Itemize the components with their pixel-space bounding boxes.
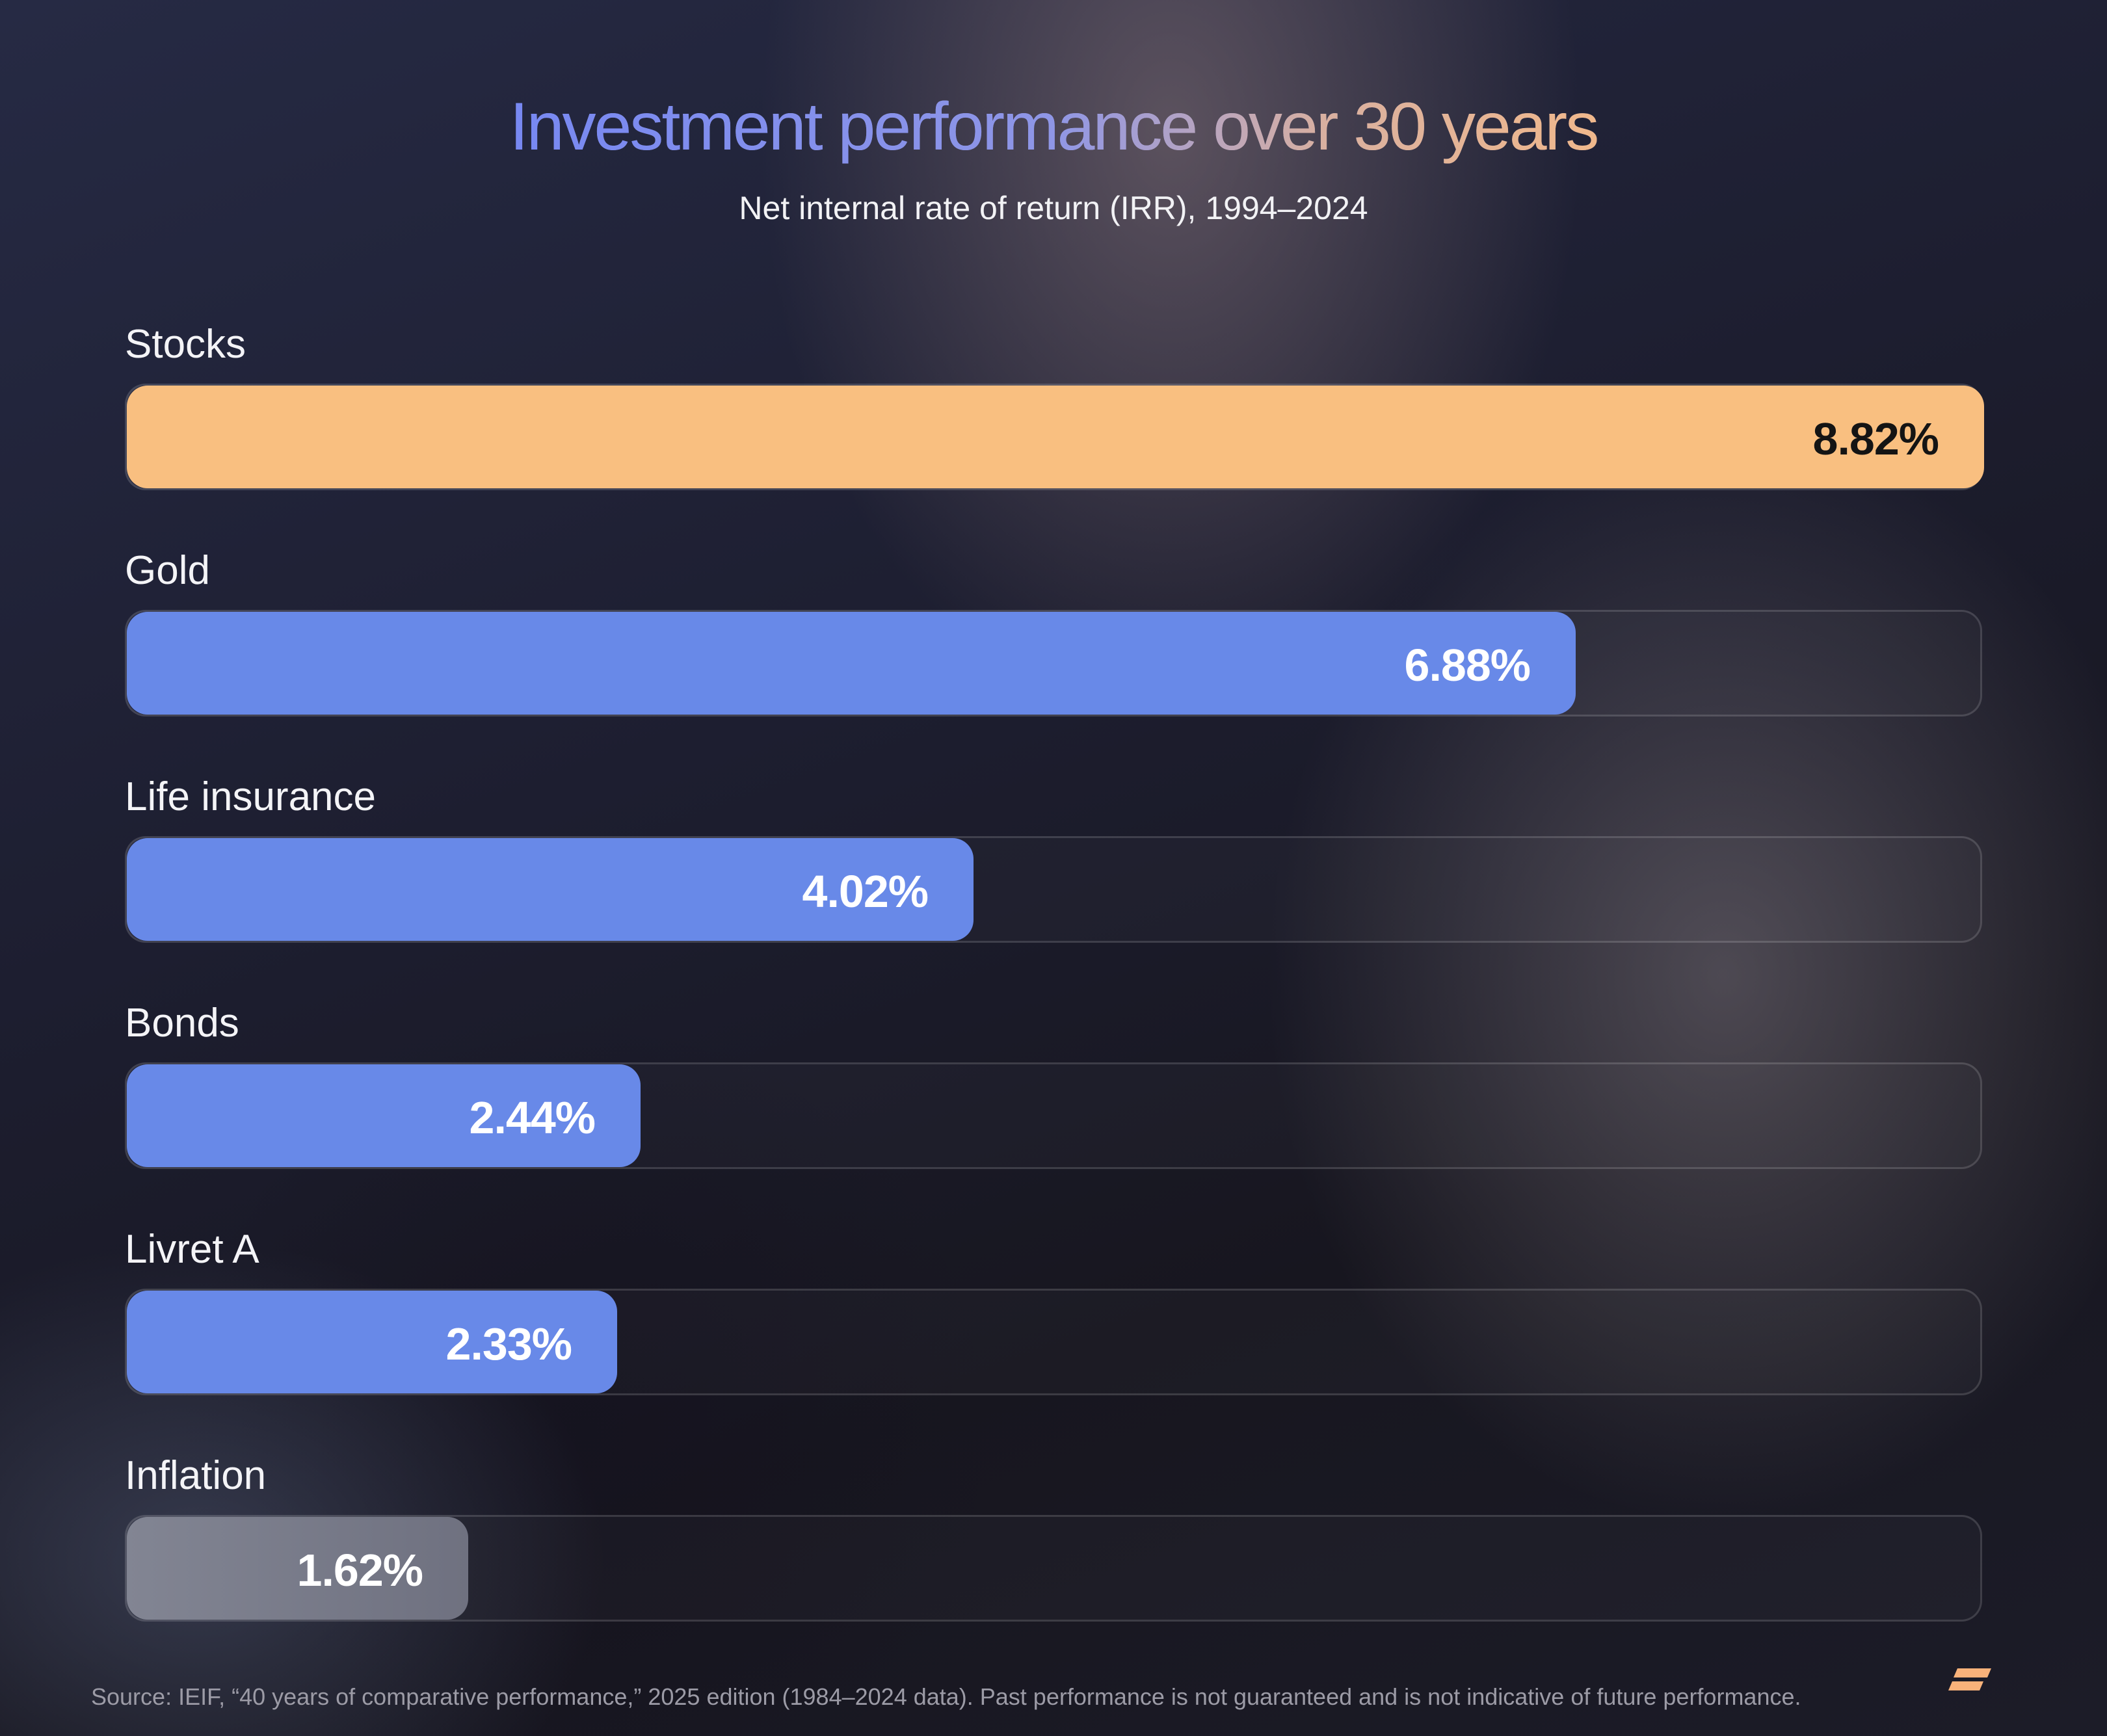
value-label: 2.33%	[445, 1319, 572, 1369]
bar: 6.88%	[127, 612, 1576, 715]
value-label: 1.62%	[297, 1545, 423, 1596]
bar: 1.62%	[127, 1517, 468, 1620]
value-label: 4.02%	[802, 866, 929, 917]
value-label: 6.88%	[1404, 640, 1531, 690]
bar-track: 1.62%	[125, 1515, 1982, 1622]
category-label: Livret A	[125, 1227, 259, 1272]
bar: 2.44%	[127, 1064, 641, 1167]
value-label: 8.82%	[1812, 414, 1939, 464]
brand-logo-icon	[1948, 1668, 1991, 1690]
value-label: 2.44%	[469, 1092, 596, 1143]
bar-track: 2.44%	[125, 1062, 1982, 1169]
category-label: Inflation	[125, 1453, 267, 1498]
chart-subtitle: Net internal rate of return (IRR), 1994–…	[739, 190, 1368, 226]
category-label: Stocks	[125, 322, 246, 367]
category-label: Life insurance	[125, 774, 377, 819]
category-label: Bonds	[125, 1001, 239, 1046]
bar-track: 2.33%	[125, 1289, 1982, 1395]
source-note: Source: IEIF, “40 years of comparative p…	[91, 1683, 1801, 1710]
chart-title: Investment performance over 30 years	[0, 81, 2107, 172]
bar: 8.82%	[127, 386, 1984, 488]
bar-track: 8.82%	[125, 384, 1984, 490]
category-label: Gold	[125, 548, 210, 593]
bar-track: 4.02%	[125, 836, 1982, 943]
bar: 4.02%	[127, 838, 974, 941]
bar: 2.33%	[127, 1291, 617, 1393]
bar-track: 6.88%	[125, 610, 1982, 717]
